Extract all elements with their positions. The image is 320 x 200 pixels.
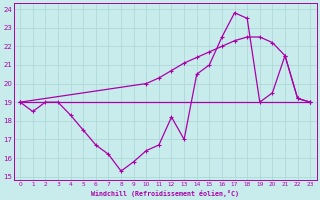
X-axis label: Windchill (Refroidissement éolien,°C): Windchill (Refroidissement éolien,°C) xyxy=(91,190,239,197)
